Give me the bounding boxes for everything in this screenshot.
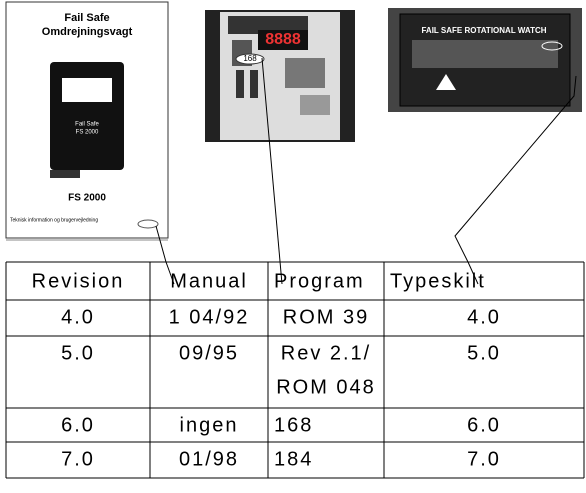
table-cell: ingen — [180, 414, 239, 436]
type-plate: FAIL SAFE ROTATIONAL WATCH — [388, 8, 582, 112]
cover-subtitle: Omdrejningsvagt — [42, 26, 133, 38]
table-cell: 4.0 — [467, 306, 501, 328]
board-label: 168 — [243, 54, 257, 63]
device-label: Fail Safe — [75, 122, 99, 128]
manual-cover: Fail Safe Omdrejningsvagt Fail Safe FS 2… — [5, 1, 169, 241]
table-cell: 7.0 — [61, 448, 95, 470]
header-cell: Program — [274, 270, 365, 292]
plate-title: FAIL SAFE ROTATIONAL WATCH — [421, 26, 546, 35]
table-cell: 4.0 — [61, 306, 95, 328]
device-label: FS 2000 — [76, 130, 99, 136]
table-cell: 7.0 — [467, 448, 501, 470]
header-cell: Revision — [32, 270, 125, 292]
circuit-board: 8888 168 — [205, 10, 355, 142]
table-cell: 5.0 — [61, 342, 95, 364]
table-cell: 09/95 — [179, 342, 239, 364]
table-cell: Rev 2.1/ — [281, 342, 371, 364]
cover-title: Fail Safe — [64, 12, 109, 24]
table-cell: 184 — [274, 448, 313, 470]
table-cell: ROM 39 — [283, 306, 369, 328]
table-cell: 6.0 — [61, 414, 95, 436]
cover-model: FS 2000 — [68, 193, 106, 204]
table-cell: 168 — [274, 414, 313, 436]
table: Revision Manual Program Typeskilt 4.0 1 04/92… — [5, 261, 585, 479]
table-cell: ROM 048 — [276, 376, 376, 398]
table-cell: 5.0 — [467, 342, 501, 364]
cover-footer: Teknisk information og brugervejledning — [10, 217, 98, 223]
table-cell: 01/98 — [179, 448, 239, 470]
table-cell: 6.0 — [467, 414, 501, 436]
svg-text:8888: 8888 — [265, 31, 301, 48]
table-cell: 1 04/92 — [169, 306, 250, 328]
header-cell: Typeskilt — [390, 270, 486, 292]
header-cell: Manual — [170, 270, 248, 292]
